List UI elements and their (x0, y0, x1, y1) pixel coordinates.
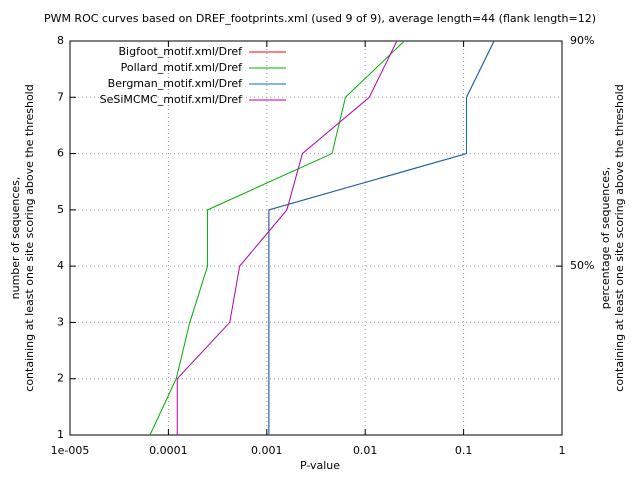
legend-label: SeSiMCMC_motif.xml/Dref (100, 93, 244, 106)
x-tick-label: 1e-005 (51, 444, 90, 457)
x-tick-label: 0.1 (455, 444, 473, 457)
y-axis-label: number of sequences, (9, 177, 22, 300)
chart-title: PWM ROC curves based on DREF_footprints.… (44, 12, 596, 25)
x-tick-label: 0.0001 (149, 444, 188, 457)
line (268, 40, 495, 435)
plot-border (69, 40, 563, 436)
y2-tick-label: 50% (570, 259, 594, 272)
y-tick-label: 6 (57, 147, 64, 160)
x-tick-label: 0.01 (353, 444, 378, 457)
y-tick-label: 1 (57, 428, 64, 441)
y-tick-label: 7 (57, 90, 64, 103)
y-tick-label: 2 (57, 372, 64, 385)
line (268, 40, 495, 435)
y-tick-label: 8 (57, 34, 64, 47)
legend-label: Pollard_motif.xml/Dref (121, 61, 244, 74)
line (149, 40, 405, 436)
y2-axis-label: percentage of sequences, (599, 167, 612, 309)
y2-axis-label: containing at least one site scoring abo… (613, 84, 626, 391)
y-tick-label: 4 (57, 259, 64, 272)
x-axis-label: P-value (300, 459, 340, 472)
x-tick-label: 1 (559, 444, 566, 457)
legend-label: Bergman_motif.xml/Dref (108, 77, 243, 90)
y-axis-label: containing at least one site scoring abo… (23, 84, 36, 391)
y-tick-label: 3 (57, 315, 64, 328)
y2-tick-label: 90% (570, 34, 594, 47)
y-tick-label: 5 (57, 203, 64, 216)
x-tick-label: 0.001 (251, 444, 283, 457)
legend-label: Bigfoot_motif.xml/Dref (119, 45, 244, 58)
line (176, 40, 398, 435)
